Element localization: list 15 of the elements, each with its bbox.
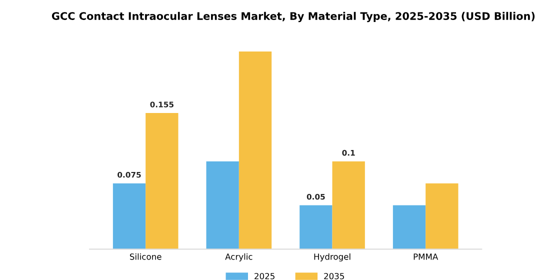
bar	[146, 113, 178, 250]
bar	[238, 52, 272, 250]
bar	[392, 205, 426, 250]
legend-label: 2025	[254, 272, 274, 280]
x-tick-label: Silicone	[130, 253, 162, 260]
bar	[300, 205, 332, 250]
x-tick-label: Acrylic	[225, 253, 252, 262]
bar	[332, 161, 365, 250]
legend-label: 2035	[324, 272, 344, 280]
bar	[206, 161, 239, 250]
bar	[112, 183, 146, 250]
x-tick-label: PMMA	[414, 254, 438, 260]
chart-title: GCC Contact Intraocular Lenses Market, By Material Type, 2025-2035 (USD Billion)	[52, 12, 535, 22]
bar	[426, 183, 458, 250]
x-tick-label: Hydrogel	[314, 253, 350, 262]
